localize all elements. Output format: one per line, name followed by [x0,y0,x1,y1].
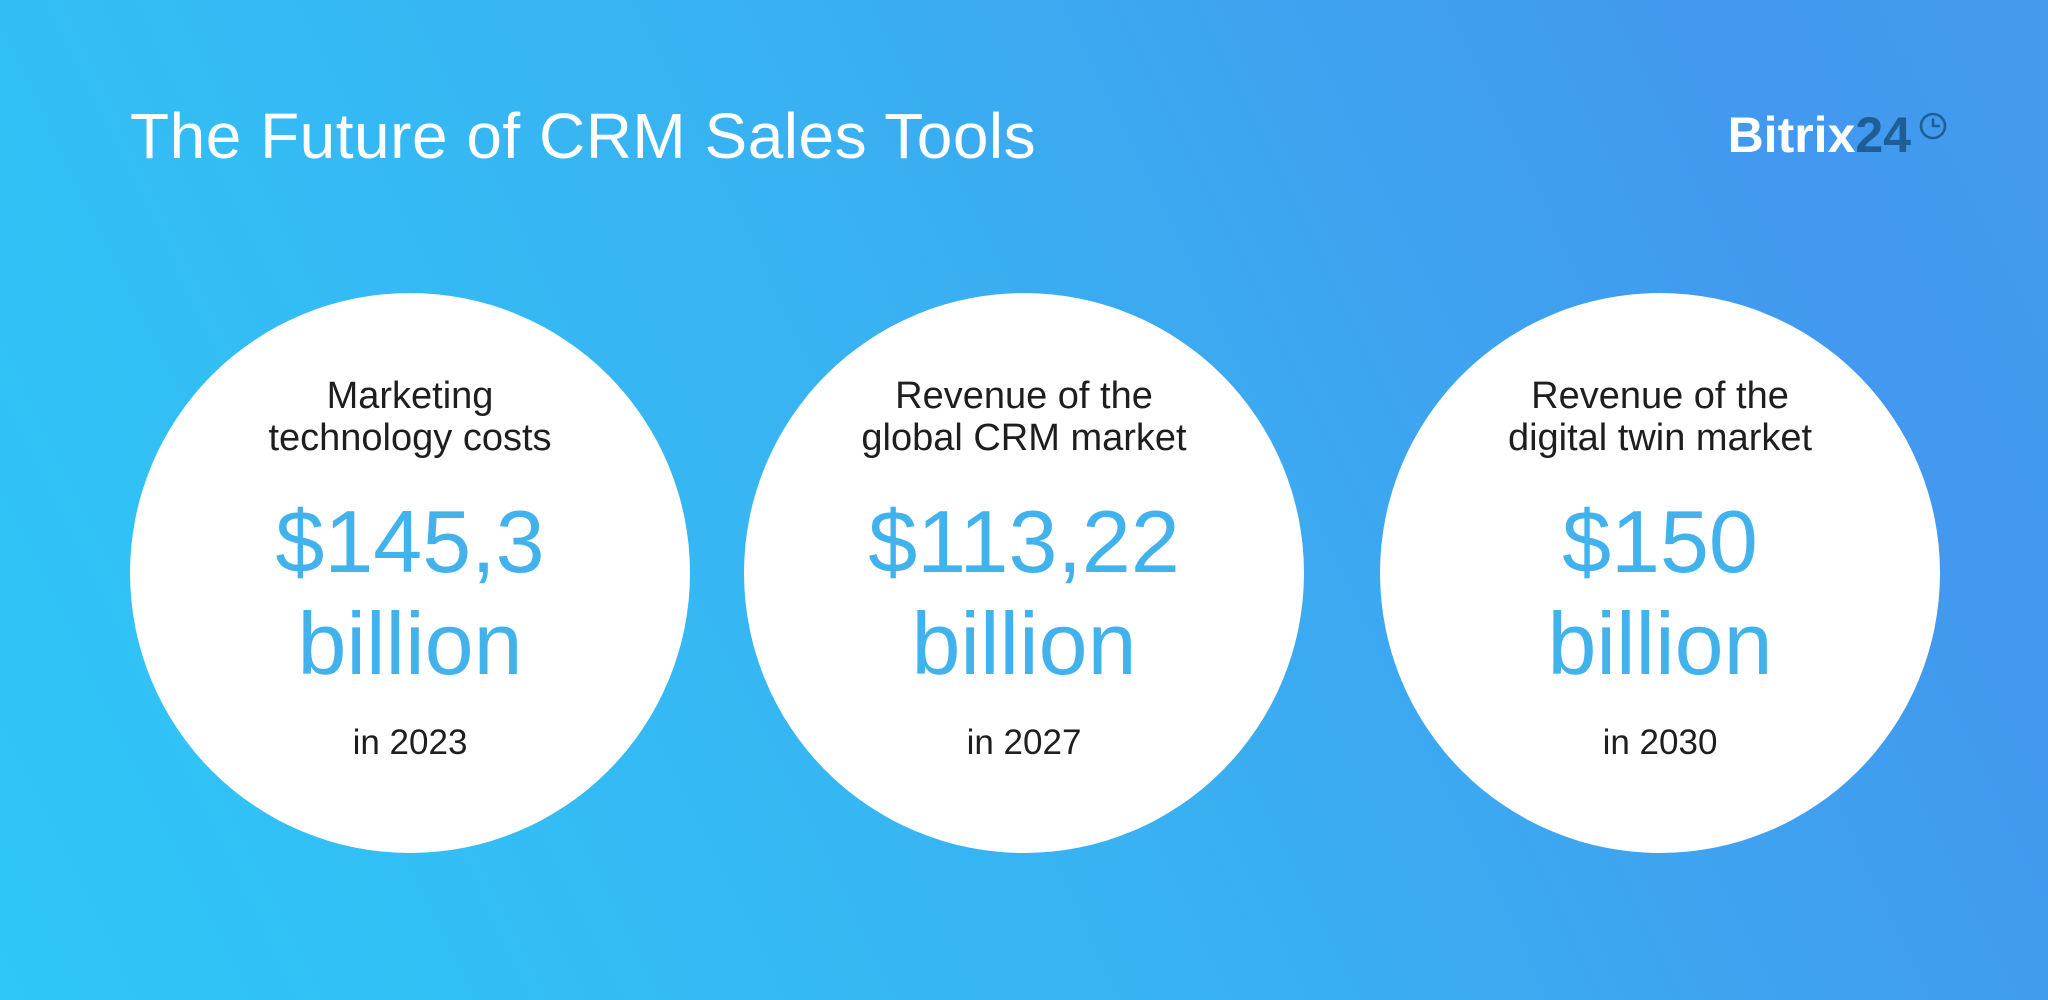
stat-value-amount: $145,3 [275,492,545,591]
logo-brand-text: Bitrix [1727,107,1856,163]
stat-label-line1: Marketing [326,375,494,417]
stat-circle-digital-twin: Revenue of the digital twin market $150 … [1380,293,1940,853]
stat-label-line1: Revenue of the [895,375,1153,417]
stat-value-unit: billion [297,594,523,693]
stat-label-line2: global CRM market [861,417,1187,459]
stat-label-line2: digital twin market [1507,417,1813,459]
stat-label-line1: Revenue of the [1531,375,1789,417]
stat-value: $113,22 billion [744,491,1304,695]
stat-year: in 2023 [352,723,468,762]
stat-circle-crm-market: Revenue of the global CRM market $113,22… [744,293,1304,853]
stat-label: Revenue of the global CRM market [744,375,1304,459]
stat-value-amount: $113,22 [868,492,1180,591]
stat-year: in 2027 [966,723,1082,762]
clock-icon [1919,112,1947,140]
stat-value: $150 billion [1380,491,1940,695]
stat-label-line2: technology costs [268,417,552,459]
stat-value-amount: $150 [1562,492,1758,591]
stat-label: Marketing technology costs [130,375,690,459]
stat-circle-martech: Marketing technology costs $145,3 billio… [130,293,690,853]
page-title: The Future of CRM Sales Tools [130,100,1037,172]
stat-value-unit: billion [1547,594,1773,693]
stat-value-unit: billion [911,594,1137,693]
stat-year: in 2030 [1602,723,1718,762]
brand-logo: Bitrix 24 [1728,110,1948,160]
stat-label: Revenue of the digital twin market [1380,375,1940,459]
stat-value: $145,3 billion [130,491,690,695]
logo-suffix-text: 24 [1855,107,1911,163]
